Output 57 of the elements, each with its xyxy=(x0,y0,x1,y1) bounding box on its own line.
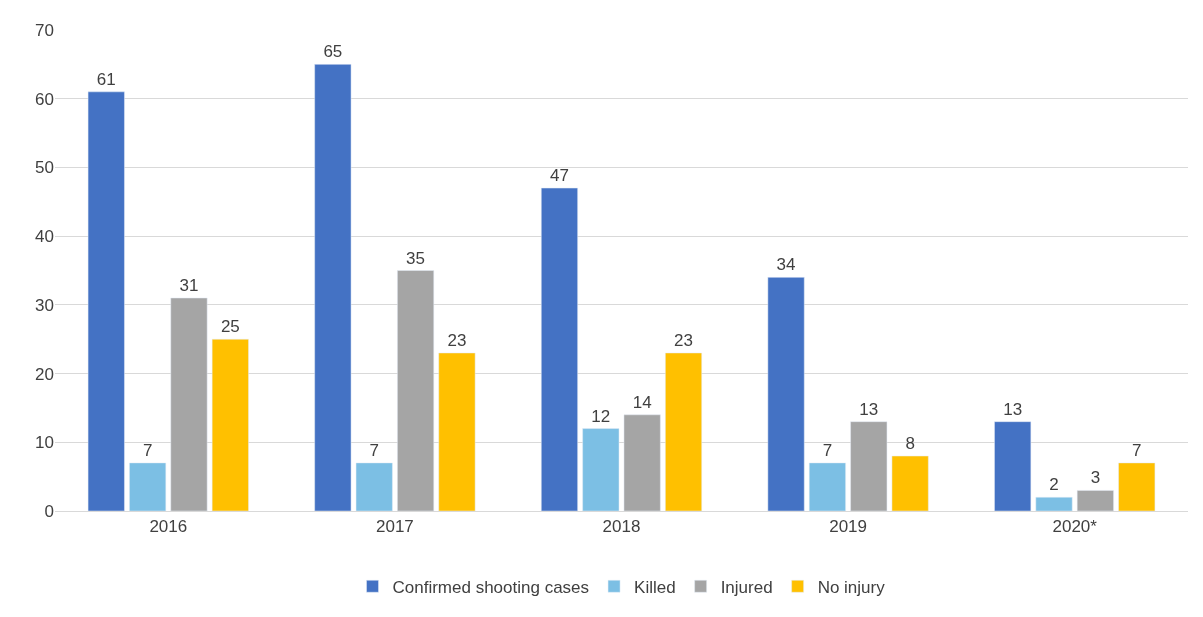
data-label: 7 xyxy=(822,440,833,460)
bar xyxy=(355,462,393,511)
y-tick-label: 60 xyxy=(35,89,54,109)
data-label: 13 xyxy=(1003,399,1023,419)
data-label: 2 xyxy=(1049,475,1059,495)
bar xyxy=(211,338,249,511)
legend-label: No injury xyxy=(817,577,886,597)
data-label: 34 xyxy=(776,255,796,275)
bar xyxy=(808,462,846,511)
data-label: 47 xyxy=(550,166,569,186)
bar xyxy=(1076,490,1114,511)
y-tick-label: 0 xyxy=(44,501,54,521)
bar xyxy=(767,277,805,511)
bar xyxy=(87,91,125,511)
data-label: 35 xyxy=(406,248,426,268)
data-label: 7 xyxy=(369,440,379,460)
data-label: 25 xyxy=(220,317,240,337)
y-tick-label: 30 xyxy=(35,295,54,315)
bar xyxy=(1035,497,1073,511)
x-tick-label: 2017 xyxy=(375,517,414,537)
bar xyxy=(850,421,888,511)
bar xyxy=(623,414,661,511)
y-tick-label: 70 xyxy=(35,20,54,40)
data-label: 65 xyxy=(323,42,343,62)
legend-label: Injured xyxy=(720,577,773,597)
data-label: 8 xyxy=(905,434,915,454)
data-label: 13 xyxy=(859,399,879,419)
bar xyxy=(438,352,476,511)
bar xyxy=(129,462,167,511)
bar xyxy=(665,352,702,511)
bar xyxy=(541,187,578,511)
y-tick-label: 50 xyxy=(35,158,54,178)
data-label: 7 xyxy=(1132,440,1142,460)
data-label: 14 xyxy=(632,392,652,412)
bar xyxy=(582,428,620,511)
data-label: 12 xyxy=(591,406,611,426)
data-label: 23 xyxy=(674,330,693,350)
x-tick-label: 2016 xyxy=(149,517,188,537)
x-tick-label: 2018 xyxy=(602,517,641,537)
y-tick-label: 20 xyxy=(35,364,54,384)
data-label: 7 xyxy=(142,440,153,460)
bar xyxy=(994,421,1032,511)
legend-label: Killed xyxy=(634,577,676,597)
bar xyxy=(170,297,208,511)
data-label: 61 xyxy=(96,69,116,89)
data-label: 31 xyxy=(179,275,199,295)
bar xyxy=(314,64,352,511)
data-label: 23 xyxy=(447,330,467,350)
bar xyxy=(1118,462,1156,511)
legend-label: Confirmed shooting cases xyxy=(392,577,590,597)
bar xyxy=(891,455,929,511)
y-tick-label: 40 xyxy=(35,227,54,247)
bar xyxy=(397,270,435,511)
data-label: 3 xyxy=(1090,468,1101,488)
x-tick-label: 2020* xyxy=(1052,517,1098,537)
x-tick-label: 2019 xyxy=(829,517,868,537)
y-tick-label: 10 xyxy=(35,433,54,453)
